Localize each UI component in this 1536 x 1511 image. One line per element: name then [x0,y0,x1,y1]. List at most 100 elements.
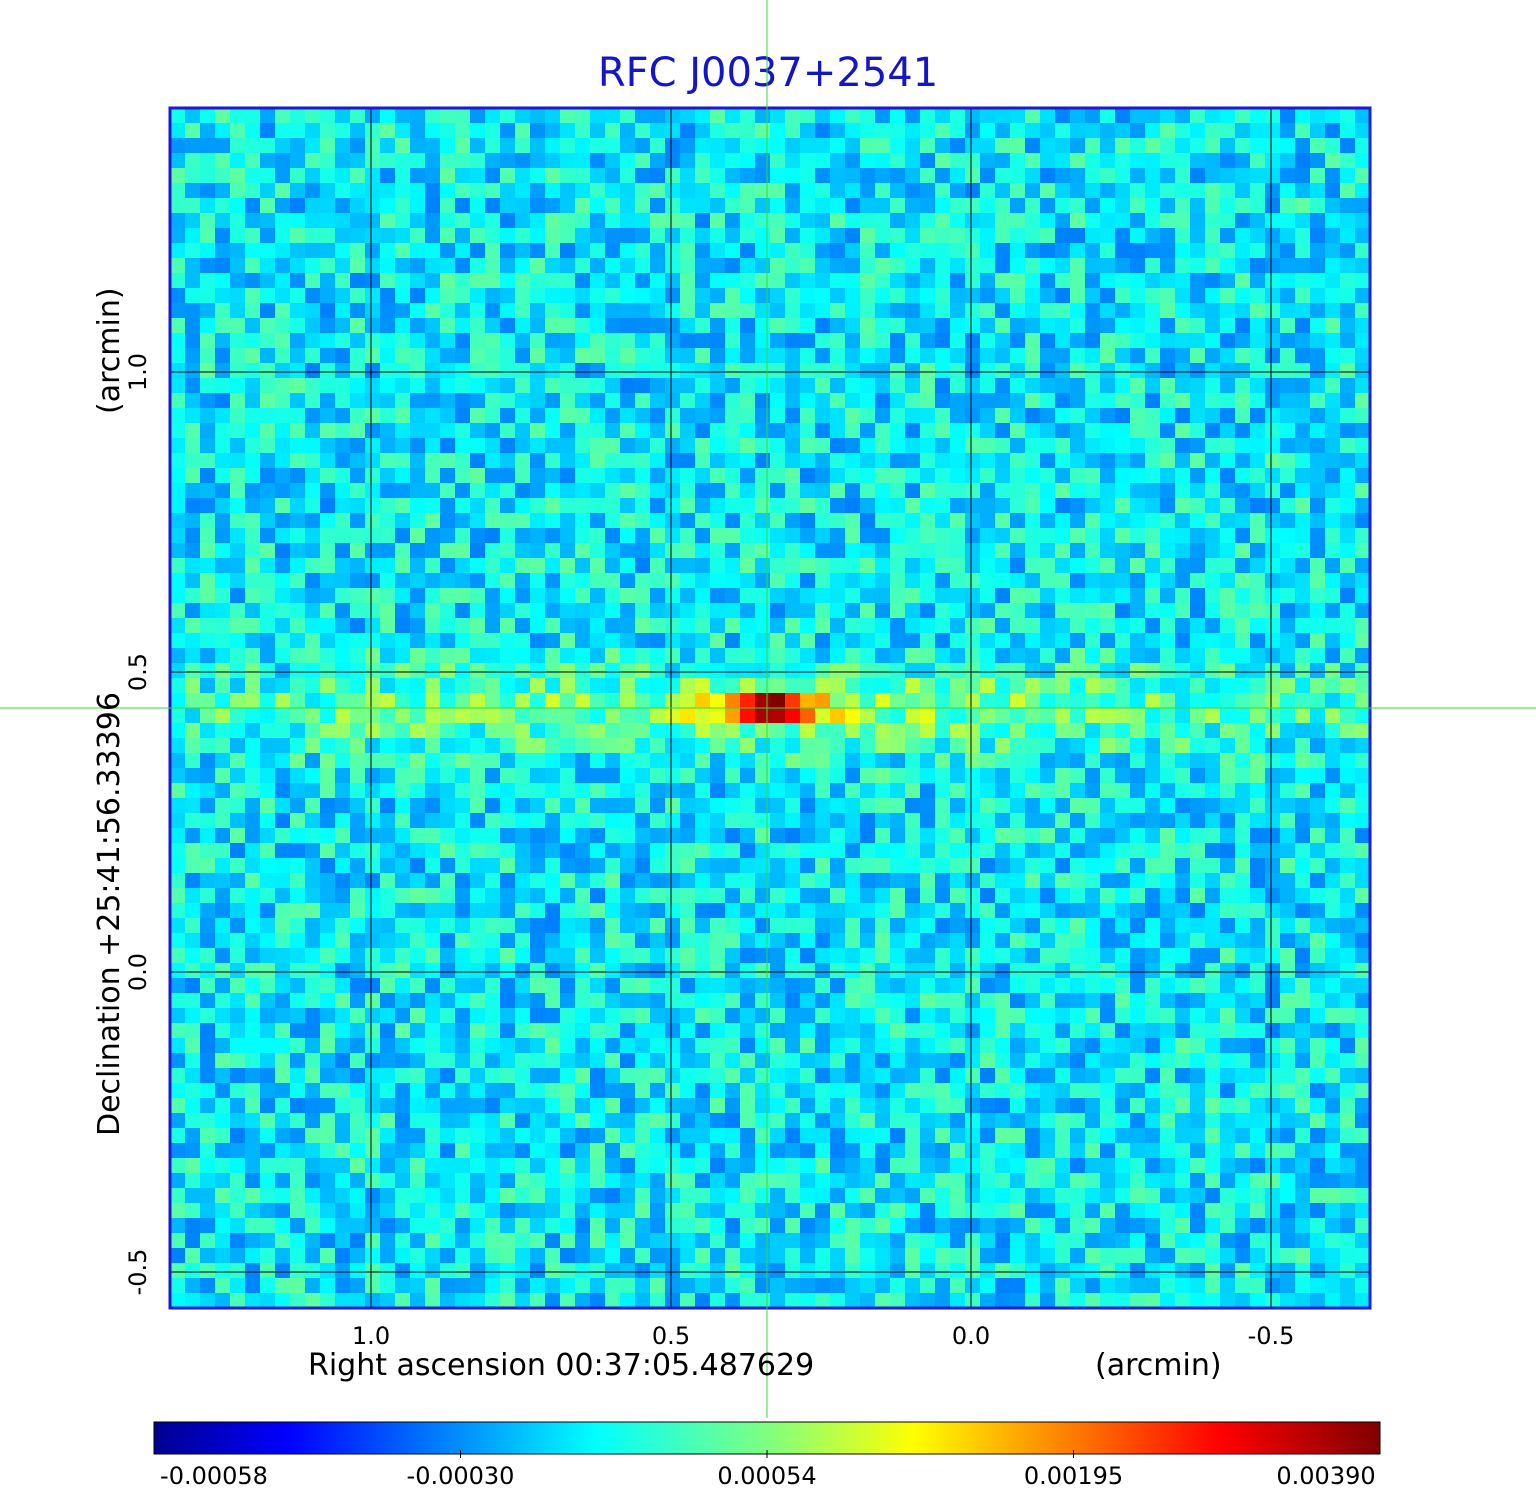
heatmap-cell [815,183,831,199]
heatmap-cell [635,453,651,469]
heatmap-cell [935,393,951,409]
heatmap-cell [1055,303,1071,319]
heatmap-cell [500,903,516,919]
heatmap-cell [1100,243,1116,259]
heatmap-cell [290,723,306,739]
heatmap-cell [1055,933,1071,949]
heatmap-cell [185,708,201,724]
heatmap-cell [560,873,576,889]
heatmap-cell [590,813,606,829]
heatmap-cell [1160,648,1176,664]
heatmap-cell [995,168,1011,184]
heatmap-cell [845,723,861,739]
heatmap-cell [200,873,216,889]
heatmap-cell [200,228,216,244]
heatmap-cell [1145,123,1161,139]
heatmap-cell [1205,798,1221,814]
heatmap-cell [980,633,996,649]
heatmap-cell [830,288,846,304]
heatmap-cell [335,408,351,424]
heatmap-cell [380,1023,396,1039]
heatmap-cell [980,333,996,349]
heatmap-cell [1070,798,1086,814]
heatmap-cell [770,483,786,499]
heatmap-cell [1295,918,1311,934]
heatmap-cell [215,813,231,829]
heatmap-cell [1355,468,1371,484]
heatmap-cell [785,453,801,469]
heatmap-cell [170,828,186,844]
heatmap-cell [590,978,606,994]
heatmap-cell [230,168,246,184]
heatmap-cell [1250,783,1266,799]
heatmap-cell [785,513,801,529]
heatmap-cell [1055,978,1071,994]
heatmap-cell [1280,1023,1296,1039]
heatmap-cell [1295,198,1311,214]
heatmap-cell [1190,678,1206,694]
heatmap-cell [350,513,366,529]
heatmap-cell [860,528,876,544]
heatmap-cell [845,873,861,889]
heatmap-cell [1130,753,1146,769]
heatmap-cell [1100,708,1116,724]
heatmap-cell [845,513,861,529]
heatmap-cell [740,723,756,739]
heatmap-cell [950,168,966,184]
heatmap-cell [1235,768,1251,784]
heatmap-cell [350,963,366,979]
heatmap-cell [1025,933,1041,949]
heatmap-cell [230,288,246,304]
heatmap-cell [1190,888,1206,904]
heatmap-cell [920,168,936,184]
heatmap-cell [1175,903,1191,919]
heatmap-cell [1175,618,1191,634]
heatmap-cell [200,813,216,829]
heatmap-cell [440,363,456,379]
heatmap-cell [1265,783,1281,799]
heatmap-cell [860,348,876,364]
heatmap-cell [770,393,786,409]
heatmap-cell [545,273,561,289]
heatmap-cell [860,903,876,919]
heatmap-cell [1250,633,1266,649]
heatmap-cell [1205,978,1221,994]
heatmap-cell [740,108,756,124]
heatmap-cell [425,783,441,799]
heatmap-cell [800,798,816,814]
heatmap-cell [245,858,261,874]
heatmap-cell [1190,153,1206,169]
heatmap-cell [425,318,441,334]
heatmap-cell [1085,678,1101,694]
heatmap-cell [875,978,891,994]
heatmap-cell [605,423,621,439]
heatmap-cell [1010,798,1026,814]
heatmap-cell [650,918,666,934]
heatmap-cell [335,513,351,529]
heatmap-cell [395,723,411,739]
heatmap-cell [275,303,291,319]
heatmap-cell [485,183,501,199]
heatmap-cell [590,843,606,859]
heatmap-cell [1055,378,1071,394]
heatmap-cell [290,528,306,544]
heatmap-cell [365,933,381,949]
heatmap-cell [725,858,741,874]
heatmap-cell [980,978,996,994]
heatmap-cell [725,933,741,949]
heatmap-cell [1160,963,1176,979]
heatmap-cell [410,768,426,784]
heatmap-cell [1040,813,1056,829]
heatmap-cell [1175,843,1191,859]
heatmap-cell [920,948,936,964]
heatmap-cell [380,948,396,964]
heatmap-cell [875,798,891,814]
heatmap-cell [785,183,801,199]
heatmap-cell [530,963,546,979]
heatmap-cell [560,243,576,259]
heatmap-cell [530,243,546,259]
heatmap-cell [335,528,351,544]
heatmap-cell [650,423,666,439]
heatmap-cell [845,978,861,994]
heatmap-cell [590,153,606,169]
